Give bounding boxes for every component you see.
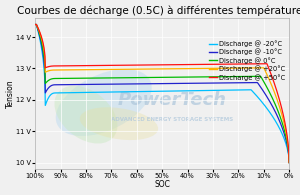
Text: PowerTech: PowerTech [118,91,227,109]
Ellipse shape [80,107,158,140]
Ellipse shape [54,86,117,144]
Title: Courbes de décharge (0.5C) à différentes températures: Courbes de décharge (0.5C) à différentes… [17,5,300,16]
Ellipse shape [56,69,152,136]
Legend: Discharge @ -20°C, Discharge @ -10°C, Discharge @ 0°C, Discharge @ +20°C, Discha: Discharge @ -20°C, Discharge @ -10°C, Di… [208,40,286,81]
Y-axis label: Tension: Tension [6,79,15,108]
X-axis label: SOC: SOC [154,180,170,190]
Text: ADVANCED ENERGY STORAGE SYSTEMS: ADVANCED ENERGY STORAGE SYSTEMS [111,117,233,122]
